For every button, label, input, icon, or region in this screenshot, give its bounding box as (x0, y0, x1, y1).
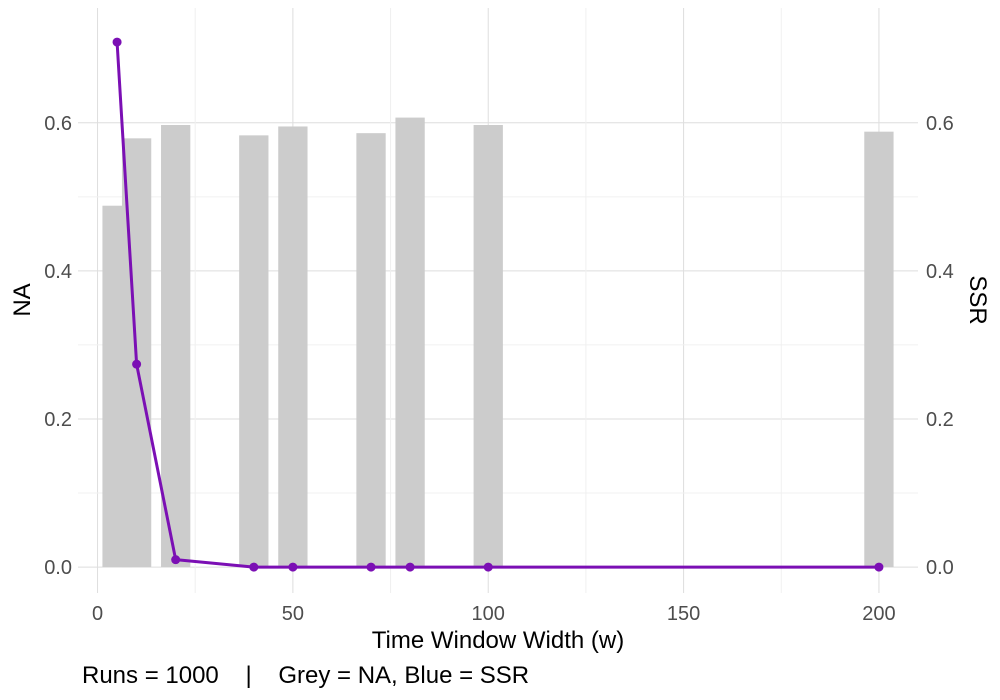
ssr-point (405, 562, 415, 572)
y-tick-label-left: 0.4 (44, 261, 72, 283)
ssr-point (132, 359, 142, 369)
na-bar (356, 133, 386, 568)
y-axis-title-right: SSR (964, 275, 991, 324)
ssr-point (366, 562, 376, 572)
y-tick-label-right: 0.6 (926, 113, 954, 135)
x-tick-label: 50 (282, 603, 304, 625)
tick-labels: 0 50 100 150 200 0.0 0.2 0.4 0.6 0.0 0.2 0.4 0.6 (44, 113, 954, 625)
x-axis-title: Time Window Width (w) (372, 627, 624, 654)
y-tick-label-right: 0.0 (926, 557, 954, 579)
y-axis-title-left: NA (9, 283, 36, 316)
na-bar (239, 135, 269, 568)
na-bar (395, 117, 425, 568)
ssr-series (112, 37, 884, 572)
ssr-point (288, 562, 298, 572)
y-tick-label-left: 0.0 (44, 557, 72, 579)
y-tick-label-left: 0.6 (44, 113, 72, 135)
x-tick-label: 200 (862, 603, 895, 625)
x-tick-label: 150 (667, 603, 700, 625)
ssr-point (112, 37, 122, 47)
y-tick-label-right: 0.4 (926, 261, 954, 283)
x-tick-label: 0 (92, 603, 103, 625)
y-tick-label-right: 0.2 (926, 409, 954, 431)
na-bar (161, 125, 191, 568)
caption: Runs = 1000 | Grey = NA, Blue = SSR (82, 662, 530, 689)
ssr-point (874, 562, 884, 572)
na-bar (864, 131, 894, 568)
na-bar (278, 126, 308, 568)
bars (102, 117, 894, 568)
ssr-point (171, 555, 181, 565)
x-tick-label: 100 (472, 603, 505, 625)
ssr-point (483, 562, 493, 572)
chart: 0 50 100 150 200 0.0 0.2 0.4 0.6 0.0 0.2 0.4 0.6 Tim… (9, 8, 991, 654)
na-bar (473, 125, 503, 568)
ssr-point (249, 562, 259, 572)
y-tick-label-left: 0.2 (44, 409, 72, 431)
